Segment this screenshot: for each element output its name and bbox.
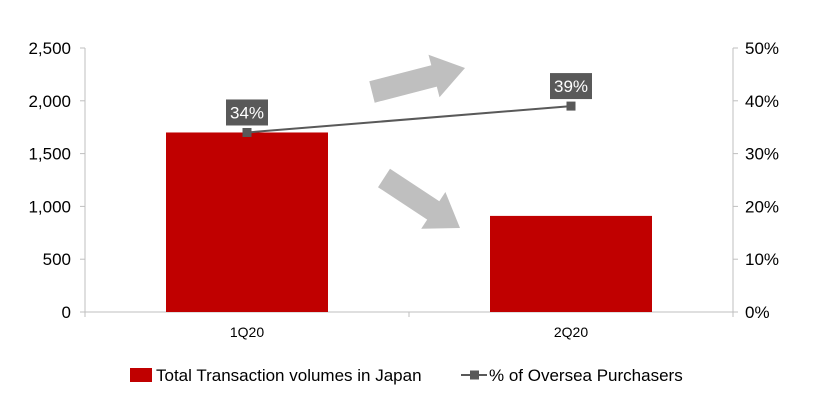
line-oversea-purchasers — [246, 105, 572, 134]
data-label-box — [550, 73, 592, 100]
line-point-marker — [566, 101, 576, 111]
legend-swatch-marker — [470, 370, 479, 380]
line-point-marker — [242, 127, 252, 137]
right-tick-label: 0% — [745, 303, 770, 322]
right-tick-label: 50% — [745, 39, 779, 58]
left-tick-label: 2,500 — [28, 39, 71, 58]
legend-swatch-bar — [130, 368, 152, 382]
legend-label-line: % of Oversea Purchasers — [489, 366, 683, 385]
bar-total-transaction-volume — [490, 215, 652, 312]
left-tick-label: 1,000 — [28, 197, 71, 216]
trend-arrow-up-icon — [369, 54, 465, 103]
legend-label-bar: Total Transaction volumes in Japan — [156, 366, 422, 385]
trend-arrow-down-icon — [378, 168, 460, 229]
x-tick-label: 1Q20 — [230, 324, 264, 340]
left-tick-label: 2,000 — [28, 92, 71, 111]
data-label-box — [226, 99, 268, 126]
bar-total-transaction-volume — [166, 132, 328, 312]
right-tick-label: 10% — [745, 250, 779, 269]
right-tick-label: 30% — [745, 145, 779, 164]
data-label: 34% — [230, 103, 264, 122]
right-tick-label: 40% — [745, 92, 779, 111]
left-tick-label: 1,500 — [28, 145, 71, 164]
x-tick-label: 2Q20 — [554, 324, 588, 340]
left-tick-label: 500 — [43, 250, 71, 269]
right-tick-label: 20% — [745, 197, 779, 216]
data-label: 39% — [554, 77, 588, 96]
left-tick-label: 0 — [62, 303, 71, 322]
